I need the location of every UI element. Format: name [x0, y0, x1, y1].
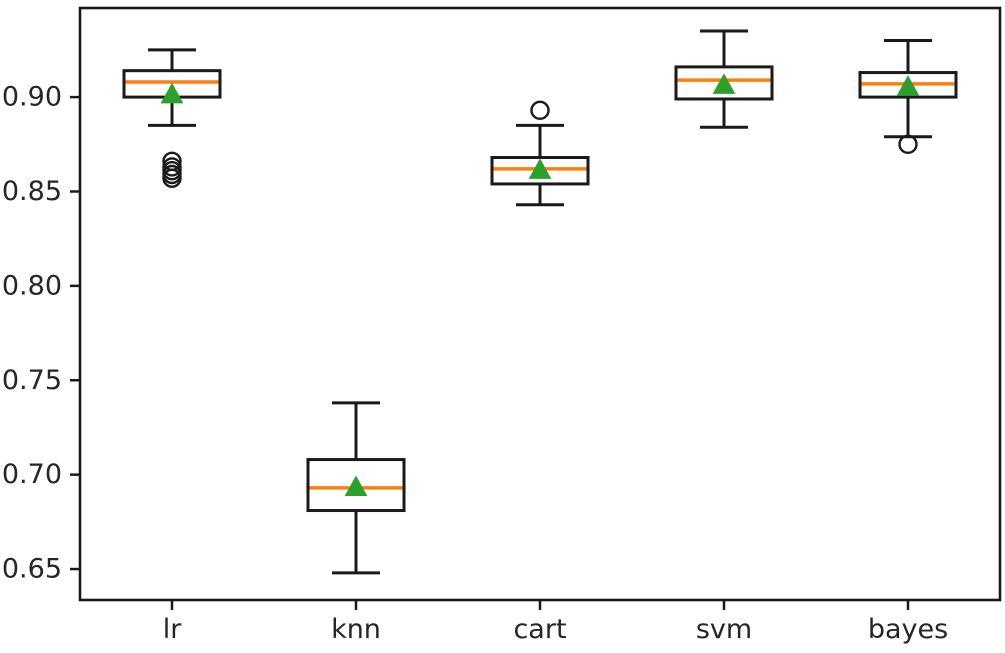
x-tick-label-bayes: bayes	[868, 614, 948, 645]
box-bayes-outlier-marker	[898, 134, 918, 154]
y-tick-label: 0.80	[2, 270, 62, 301]
x-tick-label-cart: cart	[513, 614, 566, 645]
x-tick-label-lr: lr	[163, 614, 183, 645]
y-tick-label: 0.70	[2, 459, 62, 490]
box-cart-mean-marker	[528, 158, 552, 179]
y-tick-label: 0.90	[2, 82, 62, 113]
box-bayes-mean-marker	[896, 75, 920, 96]
y-tick-label: 0.65	[2, 554, 62, 585]
box-cart-outlier-marker	[530, 100, 550, 121]
y-tick-label: 0.85	[2, 176, 62, 207]
y-tick-label: 0.75	[2, 365, 62, 396]
box-svm-mean-marker	[712, 73, 736, 94]
box-lr-outlier-marker	[162, 151, 182, 171]
box-knn-mean-marker	[344, 475, 368, 496]
box-lr-outlier-marker	[162, 157, 182, 177]
box-lr-mean-marker	[160, 82, 184, 104]
x-tick-label-svm: svm	[696, 614, 752, 645]
x-tick-label-knn: knn	[331, 614, 381, 645]
